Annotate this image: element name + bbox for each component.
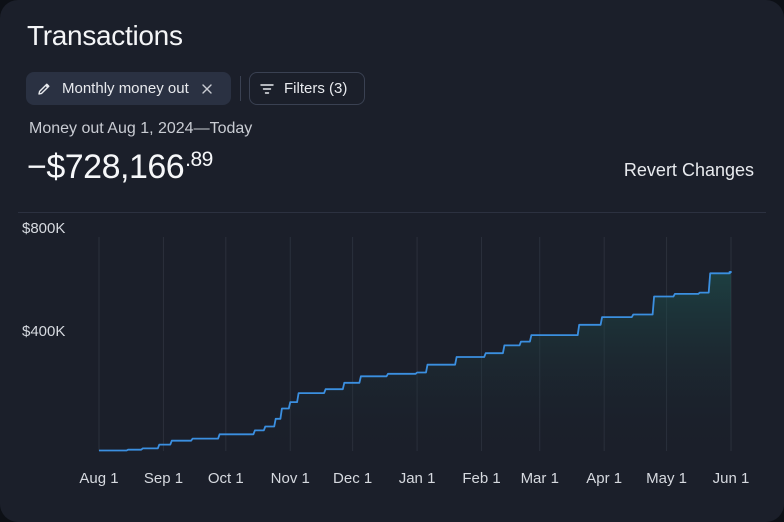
amount-cents: .89 <box>185 148 213 171</box>
pencil-icon <box>38 83 50 95</box>
date-range-subtitle: Money out Aug 1, 2024—Today <box>29 120 253 137</box>
page-title: Transactions <box>27 20 183 51</box>
section-divider <box>18 212 766 213</box>
chip-divider <box>240 76 241 101</box>
total-amount: −$728,166.89 <box>27 148 213 187</box>
x-tick-label: Aug 1 <box>79 470 118 487</box>
x-tick-label: May 1 <box>646 470 687 487</box>
x-tick-label: Feb 1 <box>462 470 500 487</box>
x-tick-label: Jan 1 <box>399 470 436 487</box>
revert-changes-button[interactable]: Revert Changes <box>623 160 754 180</box>
active-filter-label: Monthly money out <box>62 80 189 97</box>
x-tick-label: Dec 1 <box>333 470 372 487</box>
x-tick-label: Apr 1 <box>586 470 622 487</box>
amount-main: −$728,166 <box>27 148 185 186</box>
x-tick-label: Mar 1 <box>521 470 559 487</box>
filter-lines-icon <box>260 83 274 94</box>
filters-button[interactable]: Filters (3) <box>249 72 365 105</box>
active-filter-chip[interactable]: Monthly money out <box>26 72 231 105</box>
x-tick-label: Sep 1 <box>144 470 183 487</box>
series-area <box>99 271 731 451</box>
y-tick-label: $800K <box>22 220 65 237</box>
money-out-chart: $400K $800K Aug 1 Sep 1 Oct 1 Nov 1 Dec 1 Jan … <box>22 220 750 487</box>
y-tick-label: $400K <box>22 323 65 340</box>
x-tick-label: Jun 1 <box>713 470 750 487</box>
series-line <box>99 270 732 452</box>
x-tick-label: Oct 1 <box>208 470 244 487</box>
filters-label: Filters (3) <box>284 80 348 97</box>
x-tick-label: Nov 1 <box>271 470 310 487</box>
close-icon[interactable] <box>201 83 213 95</box>
